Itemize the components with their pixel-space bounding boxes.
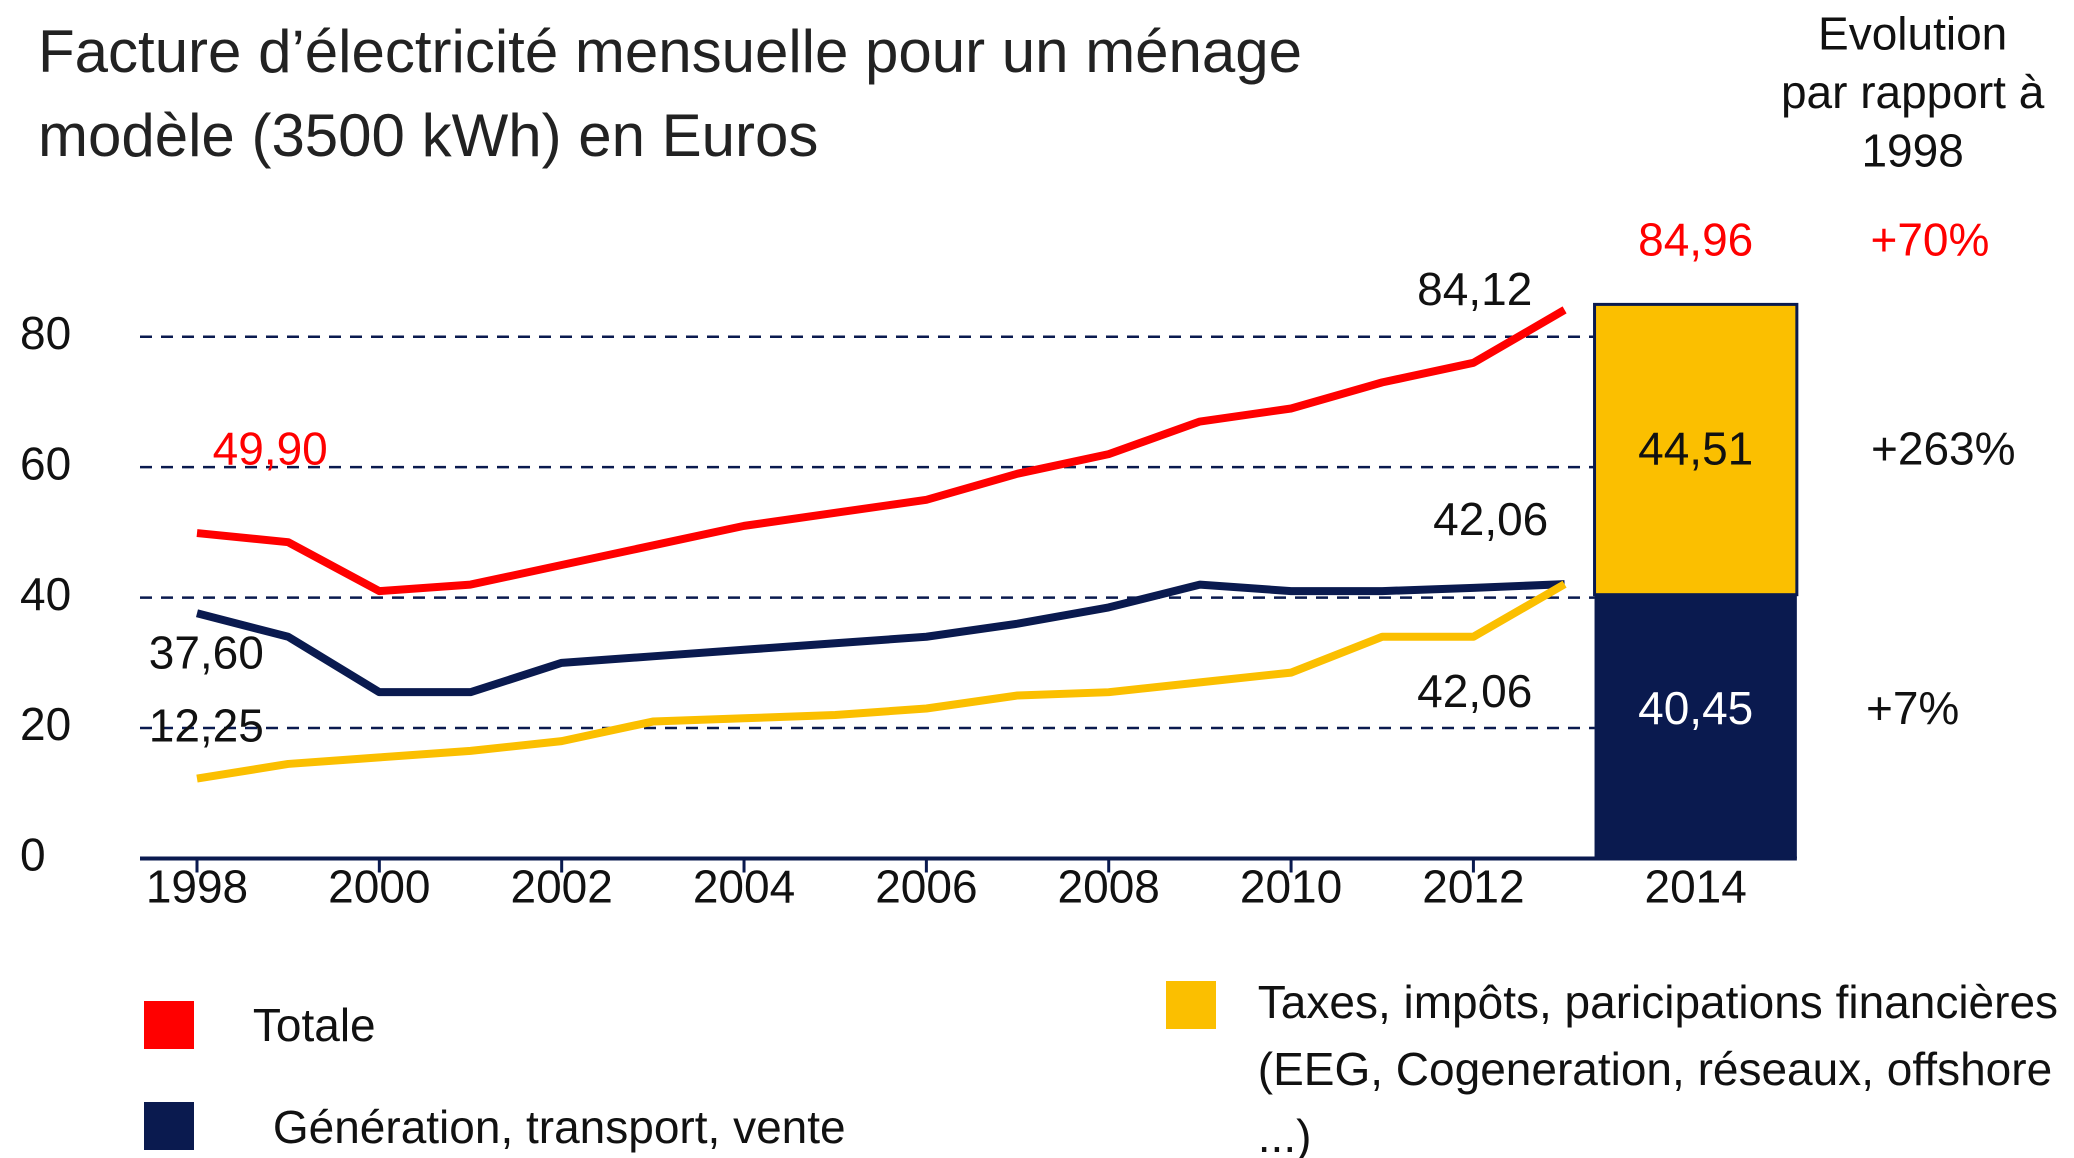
y-tick-label: 20 <box>20 698 71 750</box>
evolution-value: +70% <box>1870 214 1989 266</box>
evolution-header: par rapport à <box>1781 66 2045 118</box>
evolution-value: +7% <box>1866 682 1959 734</box>
bar-label: 84,96 <box>1638 214 1753 266</box>
x-tick-label: 1998 <box>146 861 248 913</box>
chart-title: Facture d’électricité mensuelle pour un … <box>38 18 1303 169</box>
line <box>196 306 1567 596</box>
y-tick-label: 80 <box>20 307 71 359</box>
x-tick-label: 2014 <box>1645 861 1747 913</box>
bar-label: 44,51 <box>1638 423 1753 475</box>
legend-swatch <box>143 1102 194 1151</box>
data-label: 42,06 <box>1417 665 1532 717</box>
x-tick-label: 2012 <box>1422 861 1524 913</box>
x-tick-label: 2008 <box>1058 861 1160 913</box>
evolution-header: Evolution <box>1818 7 2007 59</box>
y-tick-label: 60 <box>20 437 71 489</box>
bar <box>1593 302 1799 597</box>
legend-label: Génération, transport, vente <box>272 1101 846 1154</box>
x-tick-label: 2000 <box>328 861 430 913</box>
x-tick-label: 2004 <box>693 861 795 913</box>
data-label: 84,12 <box>1417 263 1532 315</box>
data-label: 12,25 <box>149 700 264 752</box>
data-label: 37,60 <box>149 626 264 678</box>
x-tick-label: 2002 <box>511 861 613 913</box>
legend-swatch <box>1165 980 1216 1029</box>
y-tick-label: 0 <box>20 829 46 881</box>
bar <box>1594 594 1797 859</box>
y-tick-label: 40 <box>20 568 71 620</box>
x-tick-label: 2010 <box>1240 861 1342 913</box>
evolution-header: 1998 <box>1861 125 1963 177</box>
bar-label: 40,45 <box>1638 682 1753 734</box>
legend-label: Taxes, impôts, paricipations financières… <box>1257 975 2059 1158</box>
data-label: 49,90 <box>213 423 328 475</box>
legend-label: Totale <box>252 998 376 1051</box>
x-tick-label: 2006 <box>875 861 977 913</box>
line <box>195 580 1565 697</box>
line <box>196 580 1567 783</box>
data-label: 42,06 <box>1433 493 1548 545</box>
legend-swatch <box>143 1000 194 1049</box>
evolution-value: +263% <box>1871 423 2016 475</box>
